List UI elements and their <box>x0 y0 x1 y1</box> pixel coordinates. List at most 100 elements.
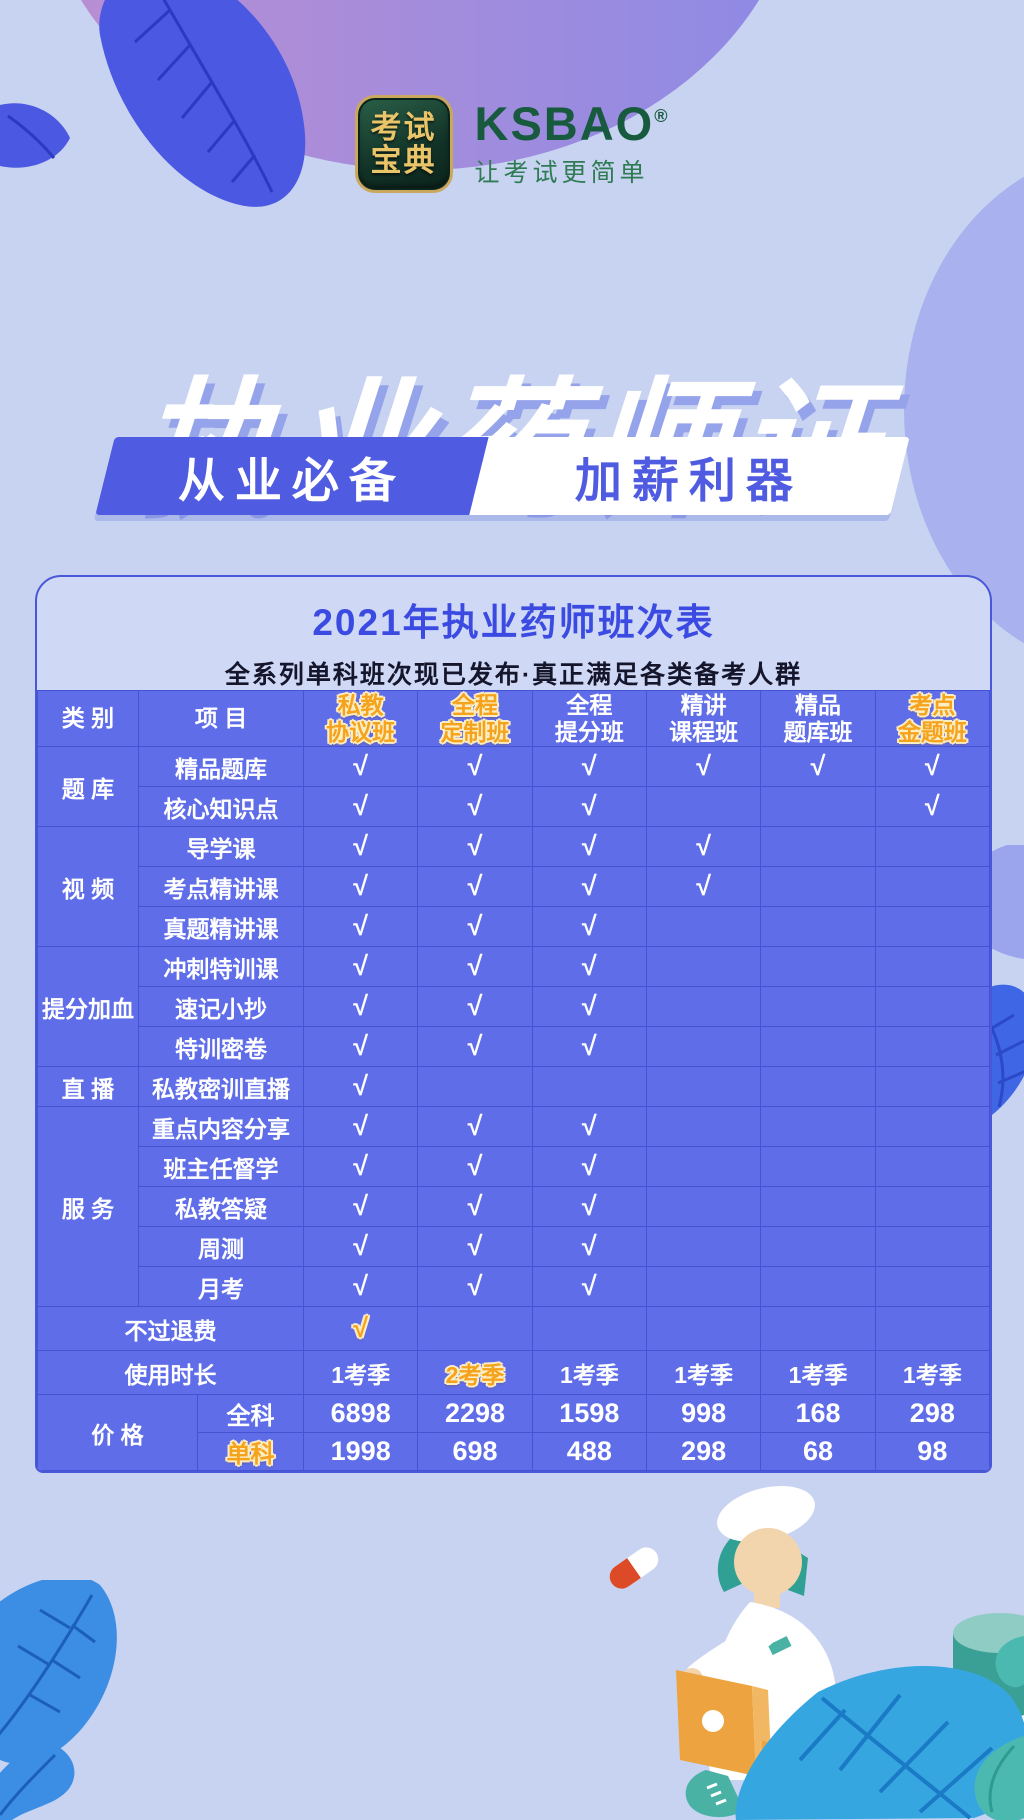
category-cell: 服 务 <box>37 1106 139 1307</box>
table-row: 速记小抄 √ √ √ <box>38 986 990 1027</box>
check-cell: √ <box>531 1266 648 1307</box>
check-cell <box>531 1306 648 1351</box>
header-cell: 项 目 <box>137 690 305 747</box>
check-cell <box>874 906 990 947</box>
check-cell: √ <box>417 1146 533 1187</box>
check-cell: √ <box>417 826 533 867</box>
capsule-pill-icon <box>609 1547 659 1589</box>
class-schedule-table: 类 别 项 目 私教 协议班 全程 定制班 全程 提分班 精讲 课程班 精品 题库班 考点… <box>37 690 990 1471</box>
check-cell <box>760 866 876 907</box>
duration-cell: 1考季 <box>760 1350 876 1395</box>
header-cell: 全程 定制班 <box>417 690 533 747</box>
category-cell: 直 播 <box>37 1066 139 1107</box>
brand-header: 考试 宝典 KSBAO® 让考试更简单 <box>0 95 1024 193</box>
check-cell <box>760 1266 876 1307</box>
price-cell: 168 <box>760 1394 876 1433</box>
check-cell <box>874 1186 990 1227</box>
check-cell: √ <box>531 1026 648 1067</box>
teal-leaves-decoration <box>974 1636 1024 1820</box>
table-row: 题 库 精品题库 √ √ √ √ √ √ <box>37 746 990 827</box>
refund-label-cell: 不过退费 <box>37 1306 305 1351</box>
table-row: 特训密卷 √ √ √ <box>38 1026 990 1067</box>
check-cell: √ <box>417 986 533 1027</box>
price-row-single: 单科 1998 698 488 298 68 98 <box>38 1432 990 1471</box>
check-cell: √ <box>874 786 990 827</box>
check-cell: √ <box>531 906 648 947</box>
check-cell <box>874 1026 990 1067</box>
category-cell: 视 频 <box>37 826 139 947</box>
table-row: 核心知识点 √ √ √ √ <box>38 786 990 827</box>
item-cell: 导学课 <box>137 826 305 867</box>
category-cell: 提分加血 <box>37 946 139 1067</box>
check-cell <box>760 1186 876 1227</box>
check-cell <box>874 1146 990 1187</box>
check-cell <box>645 1106 762 1147</box>
check-cell <box>760 1066 876 1107</box>
check-cell: √ <box>303 1026 419 1067</box>
check-cell: √ <box>531 826 648 867</box>
check-cell <box>417 1066 533 1107</box>
table-row: 私教答疑 √ √ √ <box>38 1186 990 1227</box>
check-cell: √ <box>417 1026 533 1067</box>
item-cell: 特训密卷 <box>137 1026 305 1067</box>
check-cell <box>760 1306 876 1351</box>
hero-banner: 从业必备 加薪利器 <box>95 437 910 515</box>
badge-line2: 宝典 <box>370 143 437 178</box>
check-cell <box>760 826 876 867</box>
header-cell: 类 别 <box>37 690 139 747</box>
header-cell: 全程 提分班 <box>531 690 648 747</box>
check-cell <box>645 1186 762 1227</box>
check-cell <box>645 1066 762 1107</box>
item-cell: 私教密训直播 <box>137 1066 305 1107</box>
card-subtitle: 全系列单科班次现已发布·真正满足各类备考人群 <box>224 661 803 689</box>
price-cell: 488 <box>531 1432 648 1471</box>
item-cell: 精品题库 <box>137 746 305 787</box>
duration-cell: 1考季 <box>303 1350 419 1395</box>
price-cell: 6898 <box>303 1394 419 1433</box>
header-cell: 私教 协议班 <box>303 690 419 747</box>
price-cell: 2298 <box>417 1394 533 1433</box>
check-cell: √ <box>303 1266 419 1307</box>
check-cell <box>645 986 762 1027</box>
table-row: 视 频 导学课 √ √ √ √ <box>37 826 990 947</box>
check-cell: √ <box>303 746 419 787</box>
table-row: 考点精讲课 √ √ √ √ <box>38 866 990 907</box>
item-cell: 重点内容分享 <box>137 1106 305 1147</box>
registered-mark: ® <box>654 105 670 126</box>
price-cell: 698 <box>417 1432 533 1471</box>
item-cell: 私教答疑 <box>137 1186 305 1227</box>
check-cell: √ <box>417 866 533 907</box>
ksbao-logo-icon: 考试 宝典 <box>354 95 453 193</box>
banner-right-text: 加薪利器 <box>575 453 804 507</box>
banner-right-segment: 加薪利器 <box>468 437 910 515</box>
check-cell: √ <box>531 866 648 907</box>
laptop-icon <box>676 1670 798 1808</box>
check-cell <box>760 1146 876 1187</box>
check-cell: √ <box>531 1146 648 1187</box>
pharmacist-illustration <box>609 1486 1024 1820</box>
brand-text: KSBAO® 让考试更简单 <box>475 100 670 189</box>
category-cell: 题 库 <box>37 746 139 827</box>
price-cell: 1598 <box>531 1394 648 1433</box>
medicine-bottle-icon <box>953 1613 1024 1814</box>
check-cell: √ <box>303 866 419 907</box>
check-cell <box>645 1306 762 1351</box>
brand-slogan: 让考试更简单 <box>474 158 649 187</box>
duration-cell: 1考季 <box>531 1350 648 1395</box>
check-cell: √ <box>531 1186 648 1227</box>
duration-cell: 1考季 <box>645 1350 762 1395</box>
item-cell: 月考 <box>137 1266 305 1307</box>
check-cell: √ <box>303 1306 419 1351</box>
check-cell <box>874 826 990 867</box>
check-cell <box>874 1306 990 1351</box>
schedule-card: 2021年执业药师班次表 全系列单科班次现已发布·真正满足各类备考人群 类 别 … <box>35 575 992 1473</box>
header-row: 类 别 项 目 私教 协议班 全程 定制班 全程 提分班 精讲 课程班 精品 题库班 考点… <box>37 690 990 747</box>
table-row: 直 播 私教密训直播 √ <box>37 1066 990 1107</box>
price-row-full: 价 格 全科 6898 2298 1598 998 168 298 <box>37 1394 990 1471</box>
check-cell: √ <box>303 1066 419 1107</box>
check-cell: √ <box>760 746 876 787</box>
price-cell: 1998 <box>303 1432 419 1471</box>
check-cell <box>874 1266 990 1307</box>
item-cell: 考点精讲课 <box>137 866 305 907</box>
check-cell <box>874 946 990 987</box>
